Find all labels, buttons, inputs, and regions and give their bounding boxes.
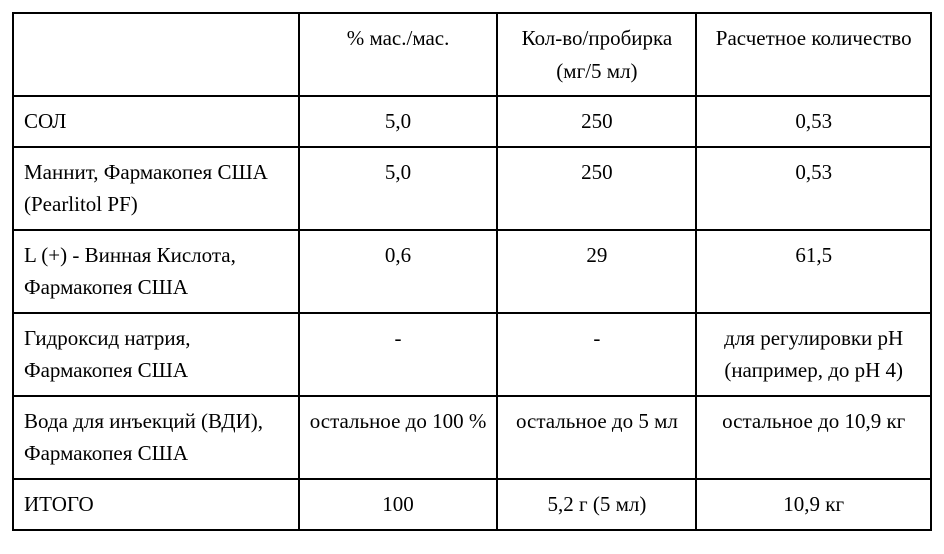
table-row: Маннит, Фармакопея США (Pearlitol PF) 5,… — [13, 147, 931, 230]
cell-quantity: 29 — [497, 230, 696, 313]
cell-calculated: 10,9 кг — [696, 479, 931, 530]
cell-percent: - — [299, 313, 498, 396]
cell-percent: остальное до 100 % — [299, 396, 498, 479]
table-header-row: % мас./мас. Кол-во/пробирка (мг/5 мл) Ра… — [13, 13, 931, 96]
cell-calculated: остальное до 10,9 кг — [696, 396, 931, 479]
cell-percent: 100 — [299, 479, 498, 530]
cell-label: Гидроксид натрия, Фармакопея США — [13, 313, 299, 396]
cell-label: Маннит, Фармакопея США (Pearlitol PF) — [13, 147, 299, 230]
cell-label: СОЛ — [13, 96, 299, 147]
cell-label: Вода для инъекций (ВДИ), Фармакопея США — [13, 396, 299, 479]
table-row: Вода для инъекций (ВДИ), Фармакопея США … — [13, 396, 931, 479]
header-percent: % мас./мас. — [299, 13, 498, 96]
header-calculated: Расчетное количество — [696, 13, 931, 96]
table-row: СОЛ 5,0 250 0,53 — [13, 96, 931, 147]
cell-label: L (+) - Винная Кислота, Фармакопея США — [13, 230, 299, 313]
table-row-total: ИТОГО 100 5,2 г (5 мл) 10,9 кг — [13, 479, 931, 530]
table-row: L (+) - Винная Кислота, Фармакопея США 0… — [13, 230, 931, 313]
cell-calculated: 0,53 — [696, 147, 931, 230]
cell-calculated: 61,5 — [696, 230, 931, 313]
cell-calculated: 0,53 — [696, 96, 931, 147]
cell-quantity: 250 — [497, 147, 696, 230]
table-row: Гидроксид натрия, Фармакопея США - - для… — [13, 313, 931, 396]
cell-percent: 5,0 — [299, 147, 498, 230]
composition-table: % мас./мас. Кол-во/пробирка (мг/5 мл) Ра… — [12, 12, 932, 531]
cell-calculated: для регулировки pH (например, до pH 4) — [696, 313, 931, 396]
cell-quantity: 5,2 г (5 мл) — [497, 479, 696, 530]
cell-label: ИТОГО — [13, 479, 299, 530]
cell-quantity: остальное до 5 мл — [497, 396, 696, 479]
cell-percent: 0,6 — [299, 230, 498, 313]
header-quantity: Кол-во/пробирка (мг/5 мл) — [497, 13, 696, 96]
cell-percent: 5,0 — [299, 96, 498, 147]
cell-quantity: - — [497, 313, 696, 396]
header-label — [13, 13, 299, 96]
cell-quantity: 250 — [497, 96, 696, 147]
